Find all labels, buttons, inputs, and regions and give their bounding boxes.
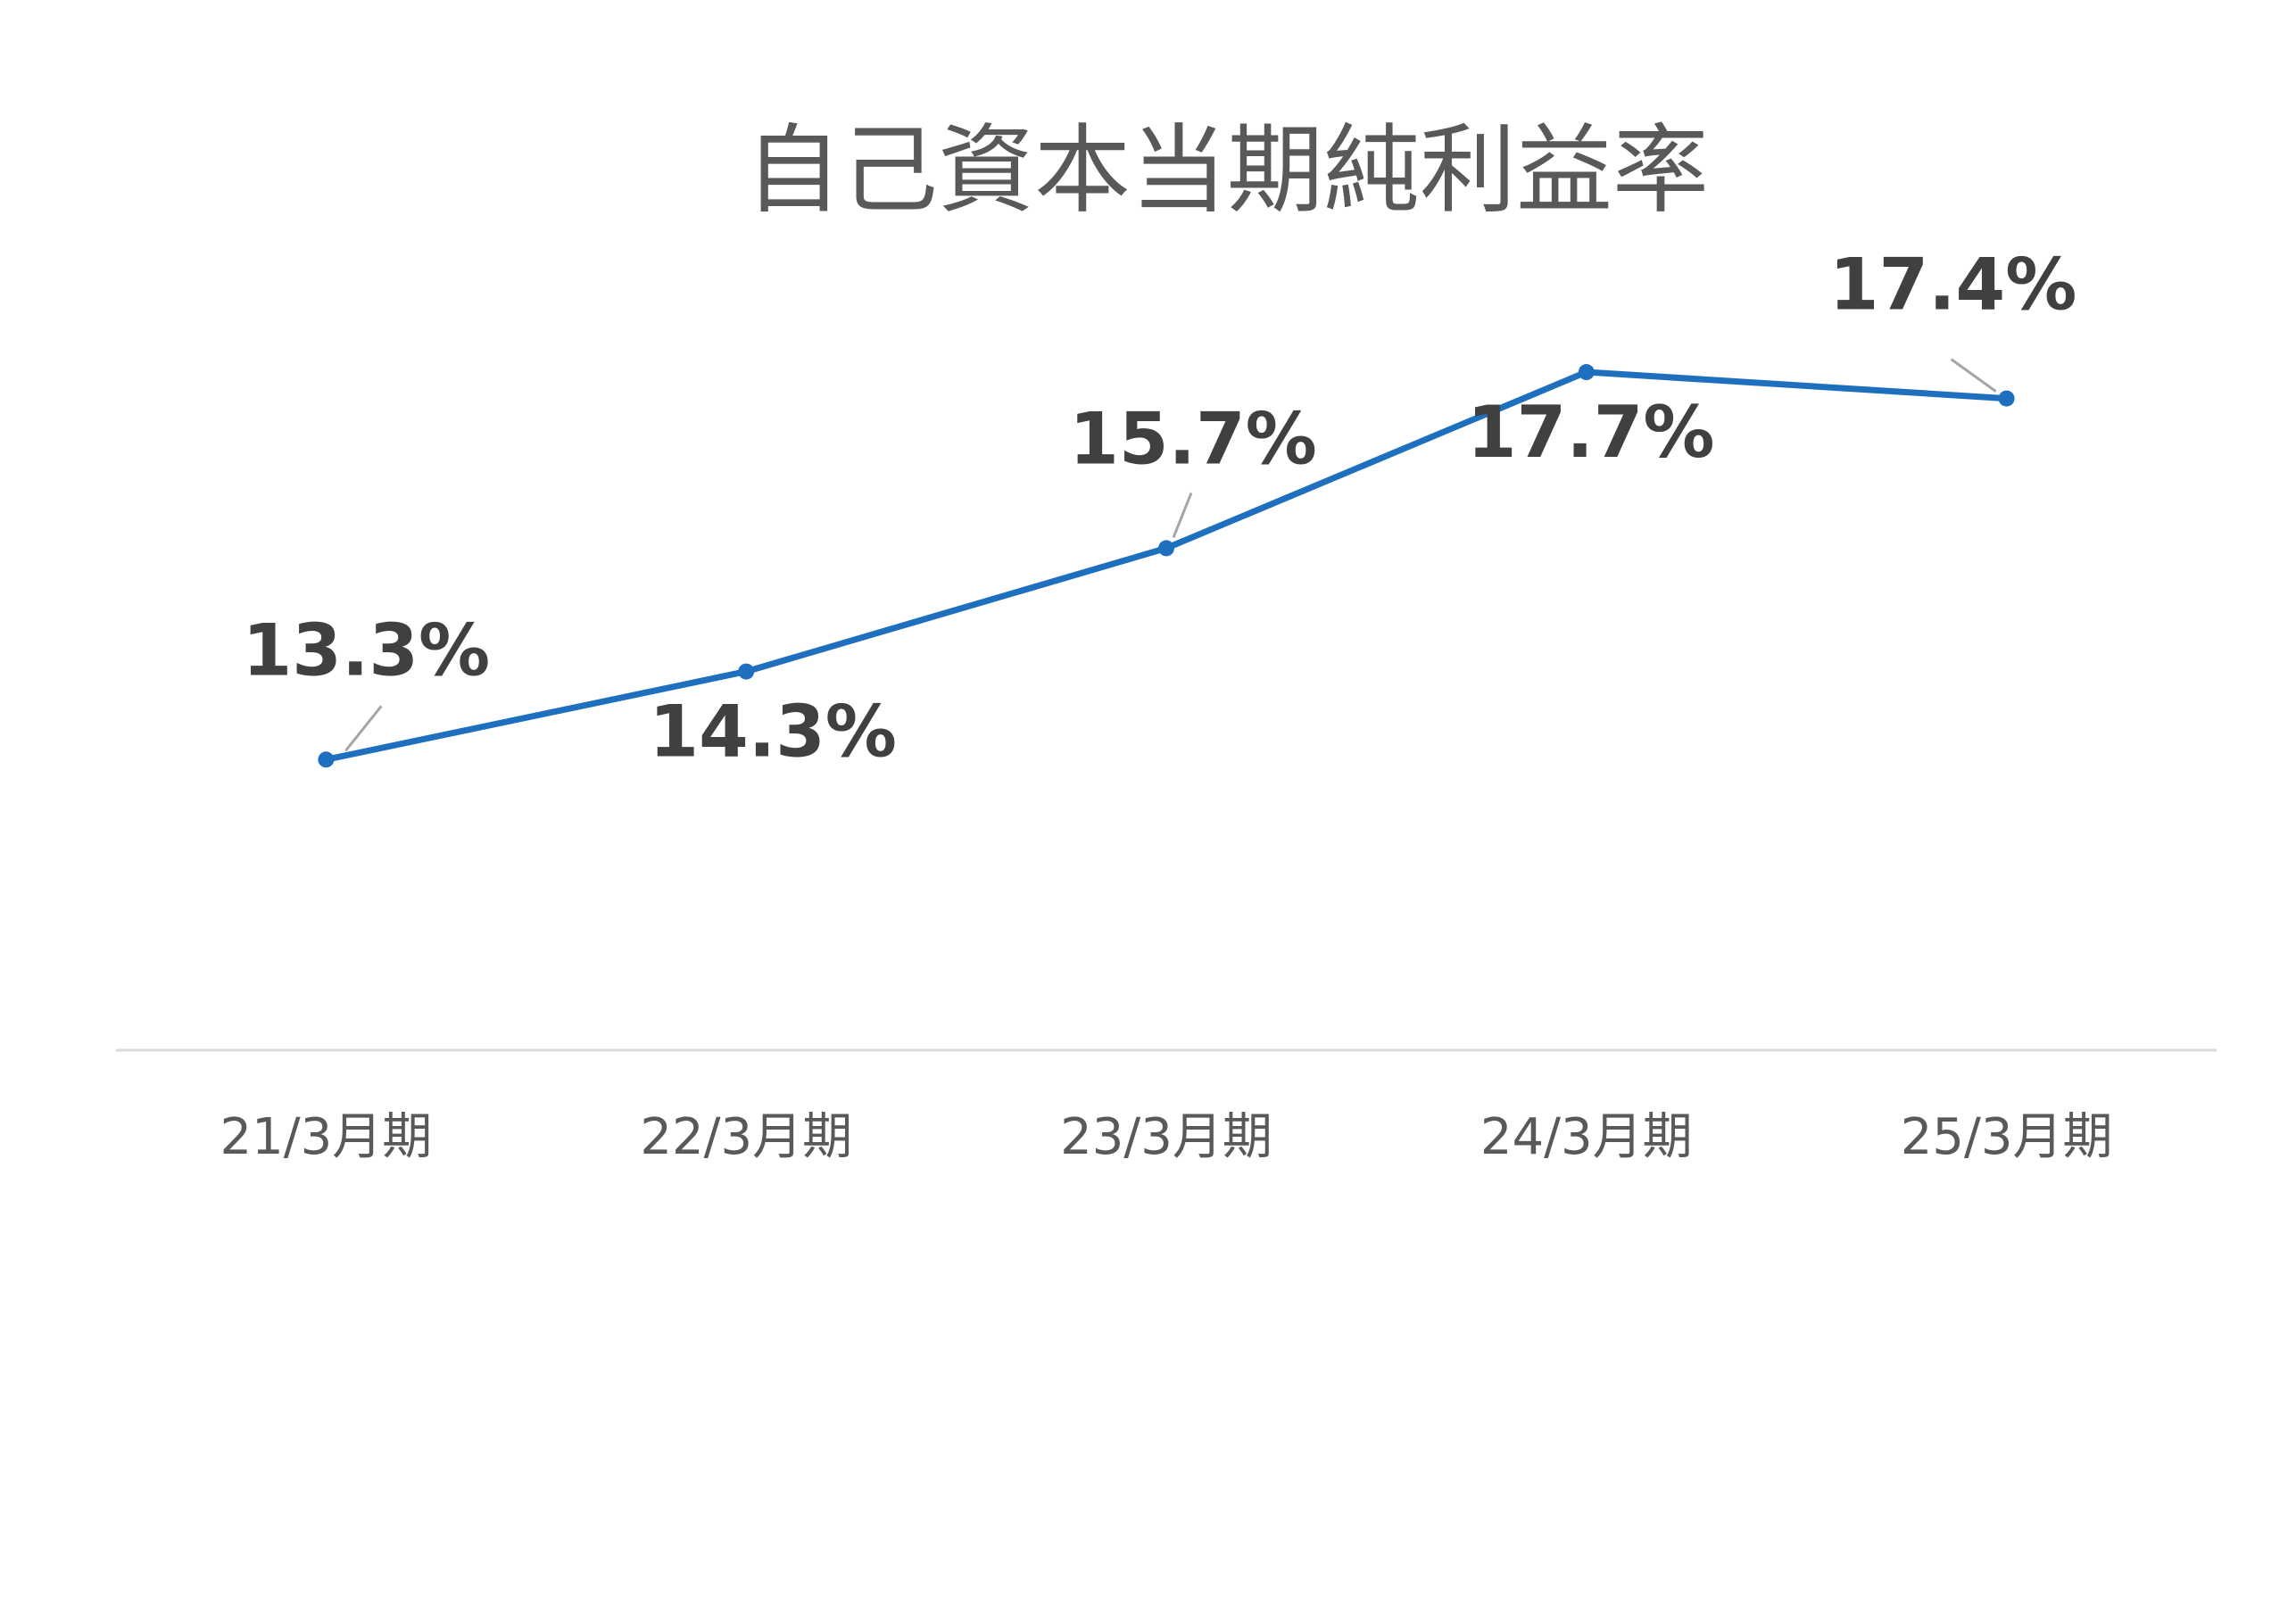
chart-title: 自己資本当期純利益率	[745, 115, 1709, 227]
data-label-4: 17.7%	[1467, 391, 1715, 474]
data-label-1: 13.3%	[243, 609, 491, 691]
x-tick-label-2: 22/3月期	[640, 1108, 852, 1166]
data-labels: 13.3% 14.3% 15.7% 17.7% 17.4%	[243, 244, 2077, 774]
data-point-5	[1998, 390, 2015, 407]
x-tick-label-4: 24/3月期	[1480, 1108, 1693, 1166]
leader-line-1	[344, 705, 383, 752]
data-label-3: 15.7%	[1069, 397, 1317, 480]
data-point-4	[1578, 364, 1595, 381]
x-tick-labels: 21/3月期 22/3月期 23/3月期 24/3月期 25/3月期	[220, 1108, 2113, 1166]
data-point-3	[1158, 540, 1174, 557]
x-tick-label-1: 21/3月期	[220, 1108, 433, 1166]
leader-line-3	[1172, 492, 1193, 538]
x-tick-label-3: 23/3月期	[1060, 1108, 1272, 1166]
leader-line-5	[1950, 358, 1997, 393]
x-tick-label-5: 25/3月期	[1901, 1108, 2113, 1166]
data-point-2	[738, 663, 755, 680]
data-label-2: 14.3%	[649, 691, 897, 774]
leader-lines	[344, 358, 1997, 752]
data-label-5: 17.4%	[1829, 244, 2077, 327]
series-layer	[318, 364, 2015, 768]
data-point-1	[318, 751, 335, 768]
